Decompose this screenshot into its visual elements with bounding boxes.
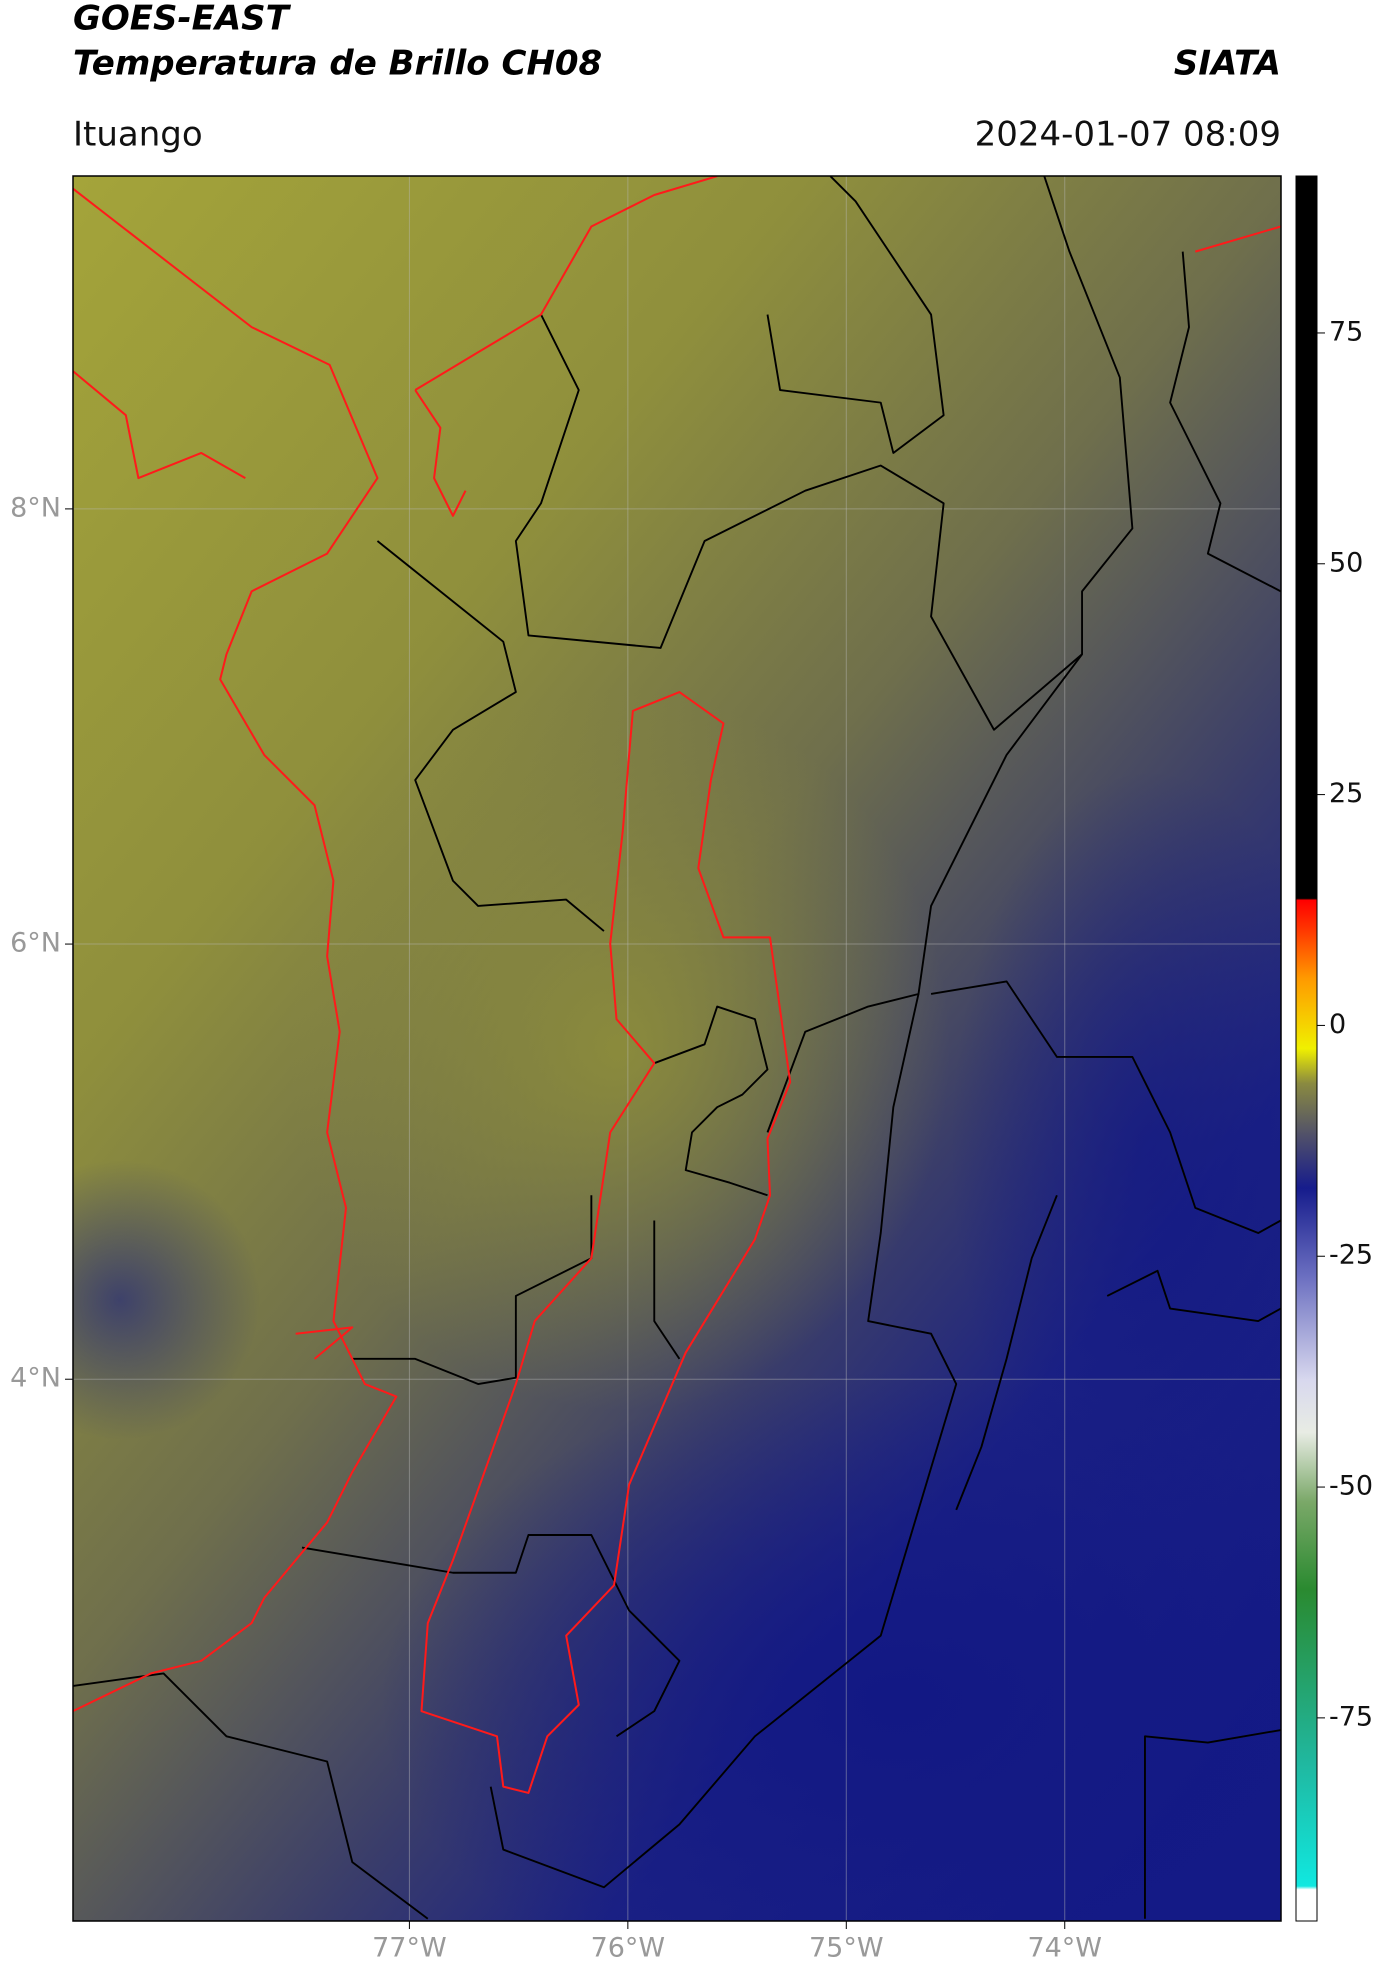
- border: [766, 176, 945, 454]
- map: [73, 176, 1281, 1921]
- y-tick-label: 8°N: [10, 492, 61, 523]
- border: [653, 1005, 769, 1197]
- border: [489, 993, 958, 1889]
- colorbar-tick-label: -25: [1329, 1240, 1373, 1271]
- coast: [414, 176, 718, 391]
- grid: [73, 176, 1281, 1921]
- coast: [73, 187, 398, 1713]
- datetime: 2024-01-07 08:09: [975, 115, 1281, 155]
- x-tick-label: 75°W: [809, 1933, 884, 1964]
- location: Ituango: [73, 115, 203, 155]
- region-outline: [420, 691, 792, 1794]
- subtitle: Temperatura de Brillo CH08: [73, 44, 602, 84]
- border: [301, 1534, 681, 1738]
- border: [930, 980, 1281, 1234]
- coast: [73, 370, 246, 480]
- border: [1106, 1269, 1281, 1323]
- map-frame: [72, 175, 1282, 1922]
- brand: SIATA: [1174, 44, 1281, 84]
- coast: [1195, 225, 1281, 253]
- title: GOES-EAST: [73, 0, 292, 39]
- colorbar-tick-label: -75: [1329, 1701, 1373, 1732]
- x-tick-label: 76°W: [591, 1933, 666, 1964]
- warm-area: [290, 690, 950, 1410]
- cold-area: [73, 1160, 260, 1440]
- colorbar-tick-label: 0: [1329, 1009, 1346, 1040]
- y-tick-label: 6°N: [10, 928, 61, 959]
- y-tick-label: 4°N: [10, 1363, 61, 1394]
- colorbar-tick-label: 25: [1329, 778, 1363, 809]
- x-tick-label: 77°W: [372, 1933, 447, 1964]
- coast: [295, 1326, 354, 1360]
- colorbar-tick-label: 75: [1329, 316, 1363, 347]
- borders: [73, 176, 1281, 1920]
- border: [653, 1220, 681, 1360]
- coastline: [73, 176, 1281, 1794]
- border: [1169, 251, 1281, 593]
- cold-area: [380, 1370, 1281, 1921]
- x-tick-label: 74°W: [1027, 1933, 1102, 1964]
- border: [955, 1194, 1058, 1511]
- colorbar: [1295, 175, 1318, 1922]
- border: [1144, 1729, 1281, 1919]
- colorbar-tick-label: 50: [1329, 547, 1363, 578]
- border: [766, 653, 1083, 1133]
- border: [376, 540, 605, 932]
- ticks: 77°W 76°W 75°W 74°W 8°N 6°N 4°N 75 50 25 0 -25 -50 -7…: [10, 316, 1373, 1963]
- coast: [414, 389, 467, 517]
- cold-area: [950, 770, 1281, 1530]
- colorbar-tick-label: -50: [1329, 1471, 1373, 1502]
- border: [514, 176, 1134, 731]
- boundaries: [73, 176, 1281, 1920]
